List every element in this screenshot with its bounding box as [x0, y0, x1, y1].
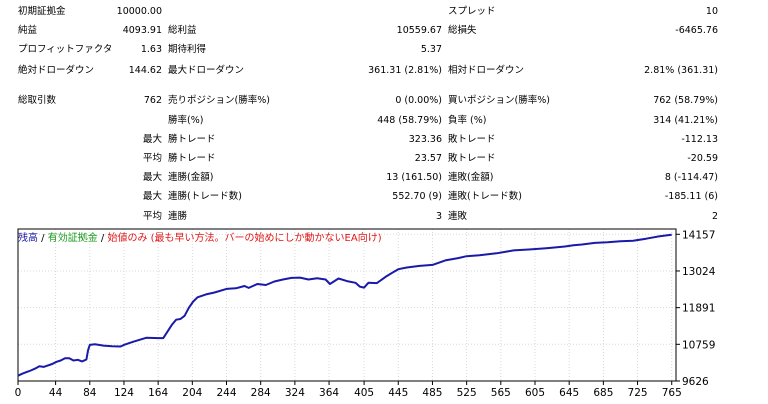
- win-rate-label: 勝率(%): [168, 115, 204, 126]
- x-tick-label: 44: [49, 387, 63, 399]
- avg-label-2: 平均: [142, 211, 162, 222]
- max-consec-wins-value: 13 (161.50): [386, 172, 442, 183]
- chart-series: [17, 233, 672, 377]
- max-consec-loss-value: -185.11 (6): [664, 191, 718, 202]
- net-profit-value: 4093.91: [122, 25, 162, 36]
- expected-payoff-value: 5.37: [420, 44, 442, 55]
- avg-win-label: 勝トレード: [168, 153, 216, 164]
- x-tick-label: 84: [83, 387, 97, 399]
- max-consec-wins-label: 連勝(金額): [168, 172, 214, 183]
- max-drawdown-label: 最大ドローダウン: [168, 65, 245, 76]
- x-tick-label: 204: [182, 387, 202, 399]
- rel-drawdown-label: 相対ドローダウン: [448, 65, 525, 76]
- chart-frame: [17, 228, 677, 382]
- avg-label: 平均: [142, 153, 162, 164]
- spread-label: スプレッド: [448, 6, 496, 17]
- balance-line: [17, 233, 672, 377]
- net-profit-label: 純益: [18, 25, 38, 36]
- x-tick-label: 765: [662, 387, 682, 399]
- x-tick-label: 445: [388, 387, 408, 399]
- profit-factor-label: プロフィットファクタ: [18, 44, 113, 55]
- x-tick-label: 164: [148, 387, 168, 399]
- y-tick-label: 10759: [682, 339, 715, 351]
- largest-loss-value: -112.13: [681, 134, 718, 145]
- x-tick-label: 405: [354, 387, 374, 399]
- win-rate-value: 448 (58.79%): [377, 115, 442, 126]
- initial-deposit-label: 初期証拠金: [18, 6, 66, 17]
- x-tick-label: 565: [491, 387, 511, 399]
- legend-balance: 残高: [18, 233, 38, 244]
- x-axis-ticks: 0 44 84 124 164 204 244 284 324 364 405 445 485 525 56…: [15, 381, 682, 399]
- initial-deposit-value: 10000.00: [116, 6, 162, 17]
- y-axis-ticks: 9626 10759 11891 13024 14157: [676, 229, 716, 388]
- largest-win-value: 323.36: [408, 134, 442, 145]
- max-label: 最大: [142, 134, 162, 145]
- balance-chart: 9626 10759 11891 13024 14157 0 44 84 124 164 204 2…: [15, 228, 716, 399]
- y-tick-label: 13024: [682, 266, 716, 278]
- max-label-3: 最大: [142, 191, 162, 202]
- max-drawdown-value: 361.31 (2.81%): [368, 65, 442, 76]
- loss-rate-value: 314 (41.21%): [653, 115, 718, 126]
- y-tick-label: 14157: [682, 229, 715, 241]
- max-consec-profit-value: 552.70 (9): [392, 191, 442, 202]
- chart-legend: 残高 / 有効証拠金 / 始値のみ (最も早い方法。バーの始めにしか動かないEA…: [18, 233, 382, 245]
- y-tick-label: 11891: [682, 303, 715, 315]
- x-tick-label: 525: [457, 387, 477, 399]
- x-tick-label: 685: [593, 387, 613, 399]
- gross-loss-label: 総損失: [448, 25, 477, 36]
- y-tick-label: 9626: [682, 376, 709, 388]
- chart-grid: [17, 229, 676, 382]
- x-tick-label: 725: [628, 387, 648, 399]
- legend-model-note: 始値のみ (最も早い方法。バーの始めにしか動かないEA向け): [107, 233, 382, 244]
- x-tick-label: 124: [114, 387, 134, 399]
- x-tick-label: 244: [216, 387, 236, 399]
- abs-drawdown-value: 144.62: [128, 65, 162, 76]
- x-tick-label: 0: [15, 387, 22, 399]
- legend-separator: /: [97, 233, 108, 244]
- expected-payoff-label: 期待利得: [168, 44, 207, 55]
- short-positions-value: 0 (0.00%): [395, 95, 442, 106]
- max-consec-losses-label: 連敗(金額): [448, 172, 494, 183]
- x-tick-label: 284: [251, 387, 271, 399]
- plot-border: [17, 228, 677, 382]
- max-label-2: 最大: [142, 172, 162, 183]
- avg-consec-wins-value: 3: [435, 211, 442, 222]
- total-trades-value: 762: [143, 95, 162, 106]
- legend-separator: /: [38, 233, 48, 244]
- rel-drawdown-value: 2.81% (361.31): [644, 65, 718, 76]
- avg-consec-wins-label: 連勝: [168, 211, 188, 222]
- avg-consec-losses-value: 2: [711, 211, 718, 222]
- x-tick-label: 645: [559, 387, 579, 399]
- max-consec-profit-label: 連勝(トレード数): [168, 191, 242, 202]
- long-positions-label: 買いポジション(勝率%): [448, 95, 550, 106]
- max-consec-losses-value: 8 (-114.47): [664, 172, 718, 183]
- avg-loss-value: -20.59: [687, 153, 718, 164]
- avg-win-value: 23.57: [414, 153, 442, 164]
- total-trades-label: 総取引数: [18, 95, 57, 106]
- avg-loss-label: 敗トレード: [448, 153, 496, 164]
- short-positions-label: 売りポジション(勝率%): [168, 95, 270, 106]
- largest-loss-label: 敗トレード: [448, 134, 496, 145]
- spread-value: 10: [705, 6, 718, 17]
- x-tick-label: 485: [422, 387, 442, 399]
- x-tick-label: 605: [525, 387, 545, 399]
- x-tick-label: 364: [319, 387, 339, 399]
- abs-drawdown-label: 絶対ドローダウン: [18, 65, 95, 76]
- largest-win-label: 勝トレード: [168, 134, 216, 145]
- avg-consec-losses-label: 連敗: [448, 211, 468, 222]
- profit-factor-value: 1.63: [140, 44, 162, 55]
- long-positions-value: 762 (58.79%): [653, 95, 718, 106]
- gross-loss-value: -6465.76: [675, 25, 718, 36]
- loss-rate-label: 負率 (%): [448, 115, 487, 126]
- gross-profit-label: 総利益: [168, 25, 197, 36]
- gross-profit-value: 10559.67: [396, 25, 442, 36]
- x-tick-label: 324: [285, 387, 305, 399]
- legend-equity: 有効証拠金: [47, 233, 98, 244]
- max-consec-loss-label: 連敗(トレード数): [448, 191, 522, 202]
